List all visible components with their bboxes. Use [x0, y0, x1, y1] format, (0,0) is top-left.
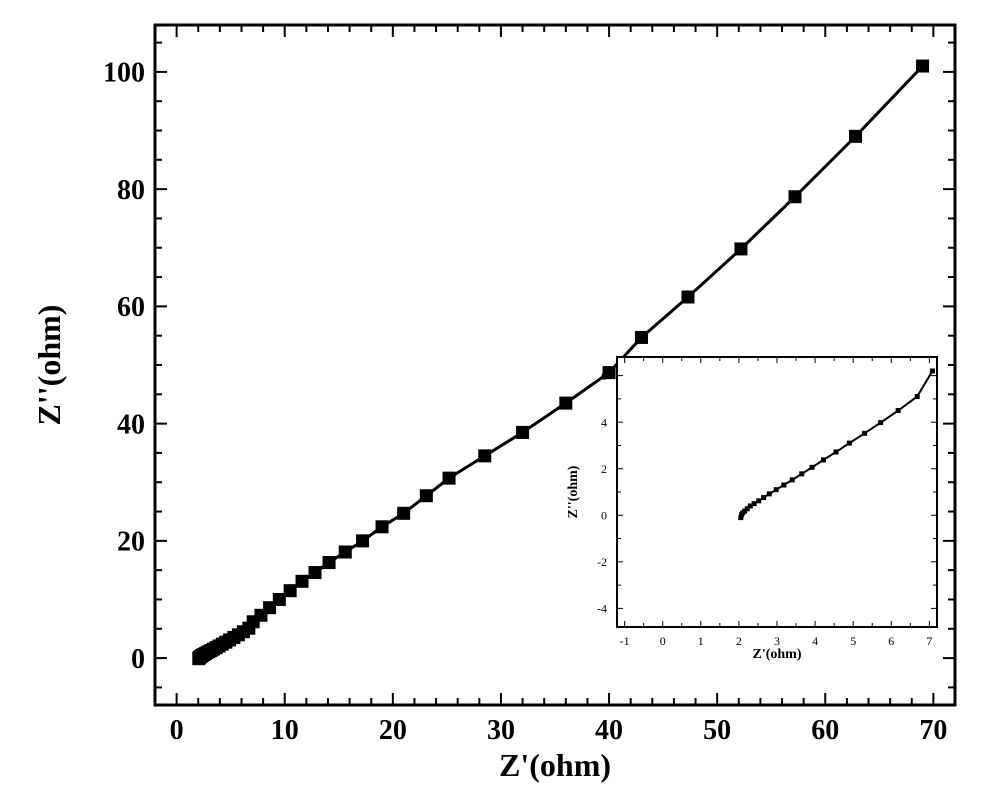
- svg-text:Z''(ohm): Z''(ohm): [566, 465, 581, 518]
- svg-text:-1: -1: [620, 634, 630, 648]
- svg-text:40: 40: [117, 409, 145, 440]
- svg-text:20: 20: [379, 715, 407, 746]
- svg-text:Z'(ohm): Z'(ohm): [753, 647, 802, 662]
- nyquist-svg: 010203040506070020406080100Z'(ohm)Z''(oh…: [0, 0, 1000, 803]
- svg-text:30: 30: [487, 715, 515, 746]
- svg-text:5: 5: [850, 634, 856, 648]
- svg-text:0: 0: [131, 644, 145, 675]
- svg-text:80: 80: [117, 175, 145, 206]
- svg-text:-2: -2: [597, 555, 607, 569]
- svg-text:60: 60: [811, 715, 839, 746]
- svg-text:0: 0: [601, 508, 607, 522]
- svg-text:2: 2: [736, 634, 742, 648]
- svg-text:10: 10: [271, 715, 299, 746]
- svg-text:20: 20: [117, 527, 145, 558]
- svg-text:100: 100: [103, 58, 145, 89]
- svg-text:3: 3: [774, 634, 780, 648]
- nyquist-plot-container: 010203040506070020406080100Z'(ohm)Z''(oh…: [0, 0, 1000, 803]
- svg-text:0: 0: [660, 634, 666, 648]
- svg-text:6: 6: [888, 634, 894, 648]
- svg-text:50: 50: [703, 715, 731, 746]
- svg-text:7: 7: [926, 634, 932, 648]
- svg-text:6: 6: [601, 369, 607, 383]
- svg-text:2: 2: [601, 462, 607, 476]
- svg-text:70: 70: [919, 715, 947, 746]
- svg-text:4: 4: [812, 634, 818, 648]
- svg-text:Z''(ohm): Z''(ohm): [31, 305, 67, 426]
- svg-text:-4: -4: [597, 602, 607, 616]
- svg-text:60: 60: [117, 292, 145, 323]
- svg-text:40: 40: [595, 715, 623, 746]
- svg-text:1: 1: [698, 634, 704, 648]
- svg-text:0: 0: [170, 715, 184, 746]
- inset-nyquist-plot: -1 0 1 2 3 4 5 6 7 -4 -2 0 2 4 6 Z'(ohm) Z''(ohm): [566, 357, 937, 662]
- svg-text:4: 4: [601, 415, 607, 429]
- svg-text:Z'(ohm): Z'(ohm): [499, 747, 611, 783]
